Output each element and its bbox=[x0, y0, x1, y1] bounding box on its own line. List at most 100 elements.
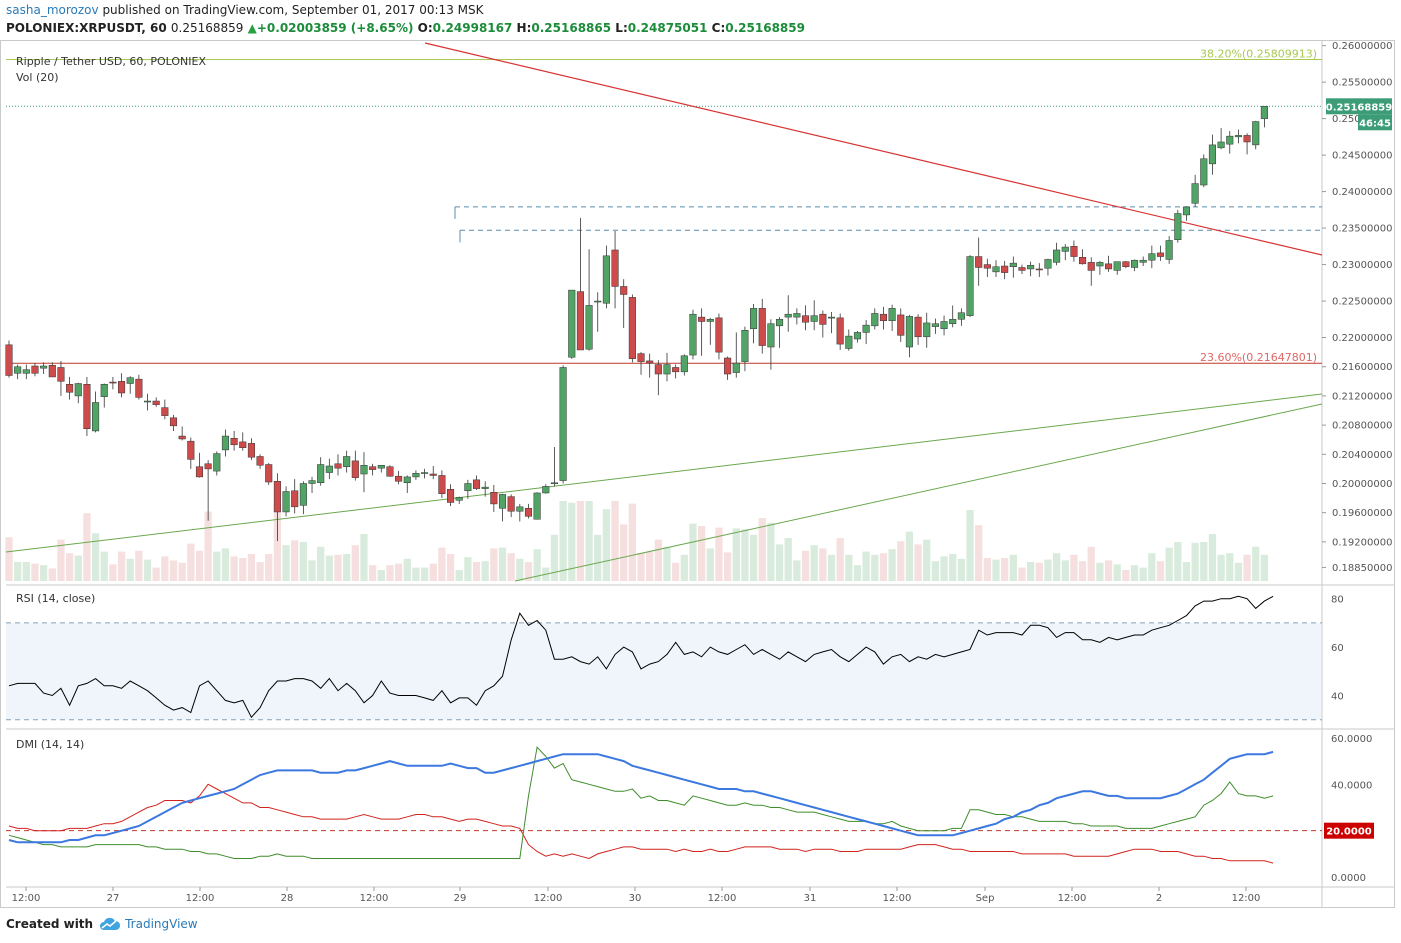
volume-bar bbox=[472, 562, 481, 581]
volume-bar bbox=[22, 562, 30, 581]
volume-bar bbox=[429, 563, 437, 581]
volume-bar bbox=[1252, 546, 1260, 581]
volume-bar bbox=[568, 502, 576, 581]
candle-body bbox=[1018, 267, 1026, 271]
candle-body bbox=[1105, 263, 1113, 270]
candle-body bbox=[178, 435, 186, 440]
volume-bar bbox=[672, 562, 680, 581]
candle-body bbox=[282, 491, 290, 513]
candle-body bbox=[585, 305, 593, 350]
open-value: 0.24998167 bbox=[432, 21, 513, 35]
volume-bar bbox=[1078, 561, 1087, 581]
candle-body bbox=[914, 316, 922, 338]
candle-body bbox=[447, 489, 455, 503]
dmi-reference-badge bbox=[1324, 822, 1374, 839]
candle-body bbox=[646, 360, 654, 364]
candle-body bbox=[22, 369, 30, 374]
volume-bar bbox=[1182, 562, 1191, 581]
candle-body bbox=[940, 321, 948, 330]
price-axis-label: 0.22000000 bbox=[1332, 333, 1392, 344]
candle-body bbox=[767, 323, 775, 348]
volume-bar bbox=[775, 544, 784, 581]
candle-body bbox=[784, 313, 792, 318]
volume-bar bbox=[1087, 546, 1095, 581]
candle-body bbox=[498, 494, 507, 509]
volume-bar bbox=[386, 565, 394, 581]
candle-body bbox=[66, 383, 74, 393]
volume-bar bbox=[135, 550, 143, 581]
candle-body bbox=[273, 481, 281, 513]
candle-body bbox=[680, 355, 688, 373]
candle-body bbox=[654, 364, 662, 375]
candle-body bbox=[602, 255, 610, 304]
volume-bar bbox=[143, 559, 152, 581]
author-link[interactable]: sasha_morozov bbox=[6, 3, 99, 17]
volume-bar bbox=[983, 558, 991, 581]
volume-bar bbox=[1174, 542, 1182, 581]
time-axis-label: 12:00 bbox=[1058, 893, 1087, 904]
price-axis-label: 0.19600000 bbox=[1332, 508, 1392, 519]
volume-bar bbox=[161, 556, 169, 581]
price-pane-title: Ripple / Tether USD, 60, POLONIEX bbox=[16, 55, 206, 68]
volume-bar bbox=[1001, 558, 1009, 581]
time-axis-label: 12:00 bbox=[12, 893, 41, 904]
volume-bar bbox=[169, 560, 178, 581]
candle-body bbox=[594, 300, 602, 303]
candle-body bbox=[472, 479, 481, 489]
volume-bar bbox=[126, 558, 134, 581]
candle-body bbox=[1243, 135, 1251, 143]
volume-bar bbox=[524, 562, 533, 581]
volume-bar bbox=[706, 548, 714, 581]
volume-bar bbox=[57, 539, 65, 581]
volume-bar bbox=[420, 567, 429, 581]
tradingview-link[interactable]: TradingView bbox=[99, 917, 198, 931]
volume-bar bbox=[412, 567, 420, 581]
volume-bar bbox=[1018, 567, 1026, 581]
low-label: L: bbox=[615, 21, 628, 35]
dmi-axis-label: 40.0000 bbox=[1331, 780, 1372, 791]
volume-bar bbox=[1200, 542, 1208, 581]
candle-body bbox=[325, 465, 333, 473]
rsi-axis-label: 60 bbox=[1331, 643, 1344, 654]
candle-body bbox=[118, 381, 126, 394]
volume-bar bbox=[723, 552, 732, 581]
candle-body bbox=[1217, 141, 1225, 149]
volume-bar bbox=[879, 553, 888, 581]
candle-body bbox=[135, 378, 143, 398]
time-axis-label: 27 bbox=[107, 893, 120, 904]
volume-bar bbox=[343, 554, 351, 581]
volume-bar bbox=[1165, 547, 1173, 581]
candle-body bbox=[758, 308, 766, 346]
plus-di-line bbox=[8, 783, 1274, 864]
candle-body bbox=[845, 335, 853, 349]
volume-bar bbox=[914, 544, 922, 581]
price-axis-label: 0.25500000 bbox=[1332, 78, 1392, 89]
time-axis-label: 28 bbox=[281, 893, 294, 904]
volume-bar bbox=[1122, 570, 1130, 581]
candle-body bbox=[628, 297, 636, 359]
candle-body bbox=[48, 365, 56, 378]
time-axis-label: 2 bbox=[1156, 893, 1162, 904]
created-with-label: Created with bbox=[6, 917, 94, 931]
volume-bar bbox=[1191, 542, 1199, 581]
candle-body bbox=[793, 313, 801, 318]
candle-body bbox=[187, 440, 195, 460]
candle-body bbox=[14, 366, 22, 374]
candle-body bbox=[983, 264, 991, 269]
price-axis-label: 0.22500000 bbox=[1332, 297, 1392, 308]
volume-bar bbox=[741, 529, 749, 581]
candle-body bbox=[827, 316, 836, 319]
candle-body bbox=[966, 256, 974, 316]
candle-body bbox=[698, 316, 706, 322]
volume-bar bbox=[1234, 562, 1243, 581]
volume-bar bbox=[1061, 560, 1069, 581]
volume-bar bbox=[620, 524, 628, 581]
volume-bar bbox=[273, 503, 282, 581]
candle-body bbox=[542, 486, 550, 494]
volume-bar bbox=[1139, 567, 1147, 581]
candle-body bbox=[550, 482, 558, 485]
candle-body bbox=[1174, 213, 1182, 241]
volume-bar bbox=[1113, 564, 1121, 581]
cloud-icon bbox=[100, 917, 121, 930]
